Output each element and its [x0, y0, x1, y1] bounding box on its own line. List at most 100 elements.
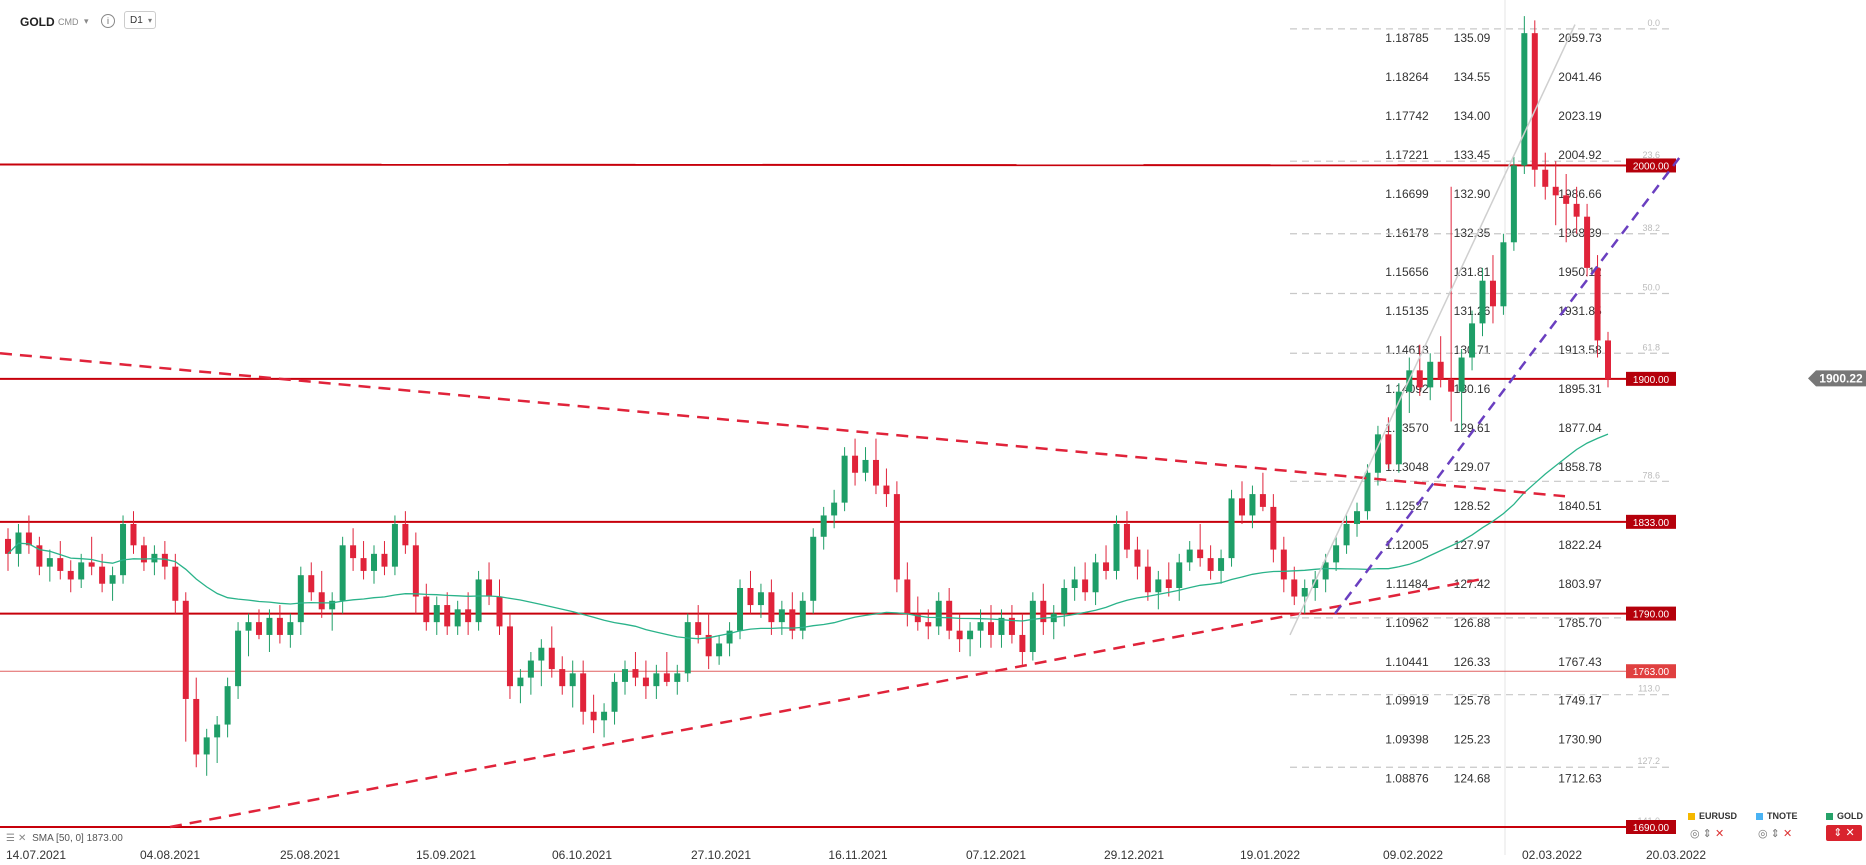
eye-icon[interactable]: ◎: [1758, 828, 1768, 840]
y-tick-label-eurusd: 1.12005: [1385, 538, 1429, 552]
symbol-tab-tnote[interactable]: TNOTE: [1756, 811, 1798, 821]
candle-body: [1071, 579, 1078, 588]
y-tick-label-gold: 1785.70: [1558, 616, 1602, 630]
candle-body: [893, 494, 900, 580]
candle-body: [778, 609, 785, 623]
y-tick-label-gold: 1913.58: [1558, 343, 1602, 357]
fibonacci-trendline: [1289, 24, 1576, 636]
y-tick-label-gold: 1712.63: [1558, 772, 1602, 786]
candle-body: [726, 630, 733, 644]
symbol-label[interactable]: GOLD: [20, 15, 55, 29]
level-price-label: 1763.00: [1633, 667, 1670, 678]
sort-icon[interactable]: ⇕: [1702, 828, 1712, 840]
y-tick-label-tnote: 124.68: [1454, 772, 1491, 786]
y-tick-label-gold: 2004.92: [1558, 148, 1602, 162]
y-tick-label-gold: 1749.17: [1558, 694, 1602, 708]
x-tick-label: 29.12.2021: [1104, 848, 1164, 862]
fibonacci-level-label: 23.6: [1642, 150, 1660, 160]
candle-body: [88, 562, 95, 567]
candle-body: [1479, 280, 1486, 324]
fibonacci-level-label: 38.2: [1642, 223, 1660, 233]
candle-body: [329, 600, 336, 610]
candle-body: [831, 502, 838, 516]
candle-body: [1061, 587, 1068, 614]
eye-icon[interactable]: ◎: [1690, 828, 1700, 840]
candle-body: [862, 459, 869, 473]
candle-body: [820, 515, 827, 537]
candle-body: [203, 737, 210, 755]
info-icon[interactable]: i: [101, 14, 115, 28]
timeframe-select[interactable]: D1: [124, 11, 156, 29]
candle-body: [1573, 203, 1580, 217]
candle-body: [402, 523, 409, 546]
candle-body: [1458, 357, 1465, 392]
candle-body: [1259, 494, 1266, 507]
candle-body: [716, 643, 723, 657]
sma-legend[interactable]: ☰ ✕ SMA [50, 0] 1873.00: [6, 833, 123, 844]
candle-body: [799, 600, 806, 631]
candle-body: [255, 622, 262, 635]
candle-body: [883, 485, 890, 495]
candle-body: [538, 647, 545, 661]
y-tick-label-eurusd: 1.13048: [1385, 460, 1429, 474]
symbol-tab-eurusd[interactable]: EURUSD: [1688, 811, 1737, 821]
y-tick-label-gold: 1968.39: [1558, 226, 1602, 240]
candle-body: [1343, 523, 1350, 546]
gold-color-swatch: [1826, 813, 1833, 821]
candle-body: [78, 562, 85, 580]
candle-body: [642, 677, 649, 687]
y-tick-label-tnote: 128.52: [1454, 499, 1491, 513]
tnote-controls[interactable]: ◎ ⇕ ✕: [1758, 827, 1792, 840]
x-tick-label: 20.03.2022: [1646, 848, 1706, 862]
candle-body: [1427, 361, 1434, 388]
gold-controls[interactable]: ⇕ ✕: [1826, 825, 1862, 841]
candle-body: [1333, 545, 1340, 563]
candle-body: [433, 605, 440, 623]
sma-line: [7, 433, 1609, 640]
eurusd-controls[interactable]: ◎ ⇕ ✕: [1690, 827, 1724, 840]
close-icon[interactable]: ✕: [1714, 828, 1725, 840]
candle-body: [1092, 562, 1099, 593]
candle-body: [235, 630, 242, 687]
candle-body: [318, 592, 325, 610]
chevron-down-icon[interactable]: ▾: [84, 16, 89, 26]
candle-body: [120, 523, 127, 576]
close-icon[interactable]: ✕: [17, 833, 27, 844]
y-tick-label-tnote: 132.90: [1454, 187, 1491, 201]
sort-icon[interactable]: ⇕: [1770, 828, 1780, 840]
sort-icon[interactable]: ⇕: [1833, 827, 1843, 839]
candle-body: [1500, 242, 1507, 307]
candle-body: [1605, 340, 1611, 379]
candle-body: [590, 711, 597, 721]
candle-body: [161, 553, 168, 567]
candle-body: [852, 455, 859, 473]
candle-body: [1437, 361, 1444, 379]
candle-body: [768, 592, 775, 623]
candle-body: [360, 558, 367, 571]
candle-body: [559, 669, 566, 687]
candle-body: [1489, 280, 1496, 307]
x-tick-label: 07.12.2021: [966, 848, 1026, 862]
x-tick-label: 16.11.2021: [828, 848, 887, 862]
level-price-label: 1790.00: [1633, 610, 1670, 621]
close-icon[interactable]: ✕: [1845, 827, 1855, 839]
close-icon[interactable]: ✕: [1782, 828, 1793, 840]
y-tick-label-tnote: 127.42: [1454, 577, 1491, 591]
y-tick-label-gold: 1895.31: [1558, 382, 1602, 396]
candle-body: [1228, 498, 1235, 559]
chevron-down-icon[interactable]: ▾: [148, 16, 153, 25]
candle-body: [998, 617, 1005, 635]
menu-icon[interactable]: ☰: [6, 833, 15, 844]
candle-body: [1008, 617, 1015, 635]
level-price-box: [1626, 514, 1676, 529]
fibonacci-level-label: 50.0: [1642, 283, 1660, 293]
x-tick-label: 25.08.2021: [280, 848, 340, 862]
y-tick-label-eurusd: 1.08876: [1385, 772, 1429, 786]
candle-body: [1521, 33, 1528, 166]
x-tick-label: 04.08.2021: [140, 848, 200, 862]
symbol-tab-gold[interactable]: GOLD: [1826, 811, 1863, 821]
candle-body: [172, 566, 179, 601]
x-tick-label: 27.10.2021: [691, 848, 751, 862]
market-label[interactable]: CMD: [58, 17, 79, 27]
